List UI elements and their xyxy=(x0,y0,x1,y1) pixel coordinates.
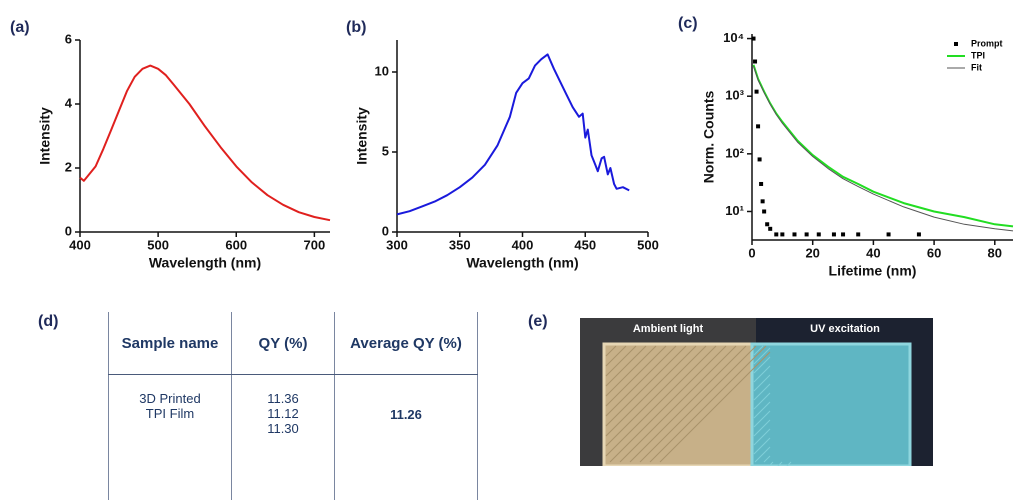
panel-label: (d) xyxy=(38,313,58,330)
data-line xyxy=(397,54,629,214)
legend-label: TPI xyxy=(971,50,985,60)
photo-label: UV excitation xyxy=(810,323,880,335)
cell-line: TPI Film xyxy=(110,406,230,421)
x-tick-label: 400 xyxy=(512,237,534,252)
cell-line: 3D Printed xyxy=(110,391,230,406)
marker xyxy=(752,37,756,41)
page: {"chart_data": [ {"type": "line", "panel… xyxy=(0,0,1016,466)
marker xyxy=(792,232,796,236)
photos: Ambient light UV excitation xyxy=(580,318,933,466)
marker xyxy=(817,232,821,236)
photo-label: Ambient light xyxy=(633,323,704,335)
marker xyxy=(917,232,921,236)
y-tick-label: 2 xyxy=(65,159,72,174)
x-tick-label: 500 xyxy=(637,237,659,252)
x-tick-label: 20 xyxy=(805,245,819,260)
marker xyxy=(761,199,765,203)
marker xyxy=(759,182,763,186)
marker xyxy=(756,124,760,128)
x-tick-label: 600 xyxy=(225,237,247,252)
panel-label: (c) xyxy=(678,15,698,32)
data-line xyxy=(80,66,330,221)
header-cell: Average QY (%) xyxy=(335,312,478,375)
marker xyxy=(762,209,766,213)
marker xyxy=(841,232,845,236)
legend-label: Prompt xyxy=(971,38,1003,48)
x-tick-label: 400 xyxy=(69,237,91,252)
x-axis-title: Lifetime (nm) xyxy=(829,263,917,279)
panel-label: (a) xyxy=(10,19,30,36)
x-tick-label: 0 xyxy=(748,245,755,260)
x-tick-label: 40 xyxy=(866,245,880,260)
x-axis-title: Wavelength (nm) xyxy=(149,255,261,271)
marker xyxy=(755,90,759,94)
film-uv xyxy=(752,344,910,466)
x-tick-label: 300 xyxy=(386,237,408,252)
marker xyxy=(774,232,778,236)
x-tick-label: 500 xyxy=(147,237,169,252)
panel-label: (b) xyxy=(346,19,366,36)
y-tick-label: 10 xyxy=(375,63,389,78)
header-cell: Sample name xyxy=(109,312,232,375)
marker xyxy=(765,222,769,226)
marker xyxy=(832,232,836,236)
y-axis-title: Intensity xyxy=(37,107,53,165)
marker xyxy=(805,232,809,236)
panel-label: (e) xyxy=(528,313,548,330)
y-tick-label: 0 xyxy=(65,223,72,238)
header-cell: QY (%) xyxy=(232,312,335,375)
y-axis-title: Norm. Counts xyxy=(701,91,717,184)
x-tick-label: 80 xyxy=(988,245,1002,260)
y-tick-label: 0 xyxy=(382,223,389,238)
cell-line: 11.30 xyxy=(233,421,333,436)
x-axis-title: Wavelength (nm) xyxy=(466,255,578,271)
qy-table: Sample name QY (%) Average QY (%) 3D Pri… xyxy=(108,312,478,500)
marker xyxy=(753,60,757,64)
x-tick-label: 350 xyxy=(449,237,471,252)
y-tick-label: 10⁴ xyxy=(723,30,744,45)
cell: 11.26 xyxy=(335,375,478,500)
marker xyxy=(780,232,784,236)
x-tick-label: 450 xyxy=(574,237,596,252)
x-tick-label: 60 xyxy=(927,245,941,260)
cell-line: 11.36 xyxy=(233,391,333,406)
marker xyxy=(758,157,762,161)
marker xyxy=(887,232,891,236)
y-tick-label: 5 xyxy=(382,143,389,158)
marker xyxy=(856,232,860,236)
y-axis-title: Intensity xyxy=(354,107,370,165)
data-line xyxy=(754,65,1014,227)
y-tick-label: 10² xyxy=(725,145,744,160)
data-line xyxy=(754,66,1014,231)
y-tick-label: 10³ xyxy=(725,88,744,103)
y-tick-label: 4 xyxy=(65,95,73,110)
cell-line: 11.12 xyxy=(233,406,333,421)
y-tick-label: 10¹ xyxy=(725,203,744,218)
y-tick-label: 6 xyxy=(65,31,72,46)
x-tick-label: 700 xyxy=(304,237,326,252)
legend-label: Fit xyxy=(971,62,982,72)
legend-marker xyxy=(954,42,958,46)
marker xyxy=(768,227,772,231)
